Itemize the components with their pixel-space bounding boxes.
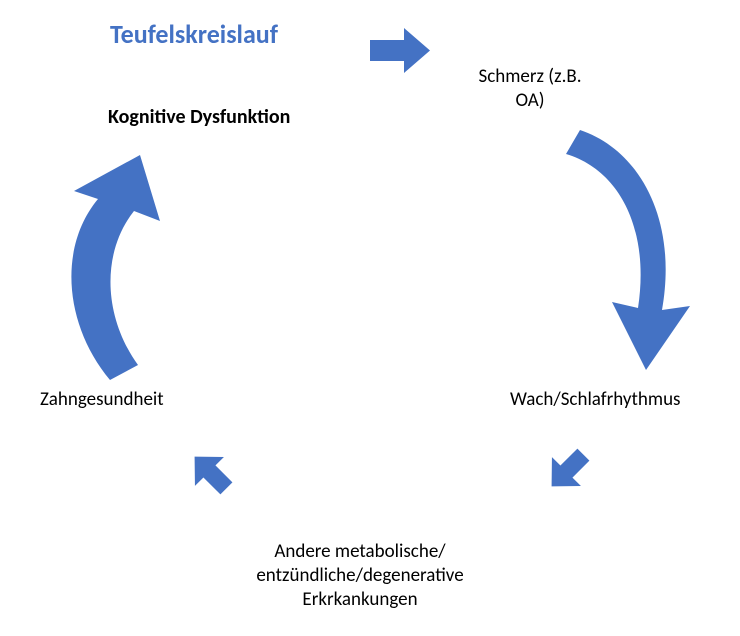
label-other-line2: entzündliche/degenerative [210,564,510,588]
label-other-line1: Andere metabolische/ [210,540,510,564]
label-cognitive: Kognitive Dysfunktion [108,105,368,130]
label-pain-line2: OA) [440,89,620,113]
label-sleep: Wach/Schlafrhythmus [510,388,730,412]
arrow-top-icon [370,28,430,73]
label-pain-line1: Schmerz (z.B. [440,65,620,89]
arrow-bottom-right-icon [536,439,600,503]
arrow-right-curve-icon [560,130,690,370]
cycle-diagram: Teufelskreislauf Kognitive Dysfunktion S… [0,0,740,636]
arrow-bottom-left-icon [179,441,243,505]
diagram-title: Teufelskreislauf [110,18,278,51]
arrow-left-curve-icon [62,155,182,380]
label-dental: Zahngesundheit [40,388,240,412]
label-other-line3: Erkrkankungen [210,588,510,612]
